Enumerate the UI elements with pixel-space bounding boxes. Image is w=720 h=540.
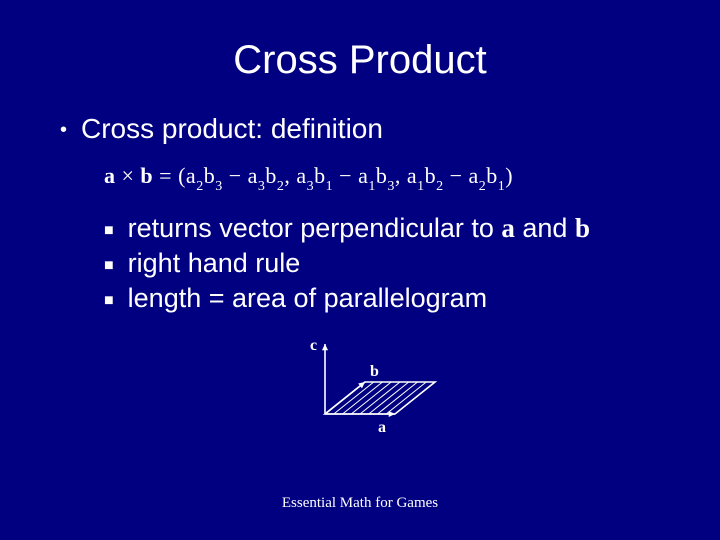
f-t3bs: 1 [326,179,334,194]
bullet-dot-icon: • [60,120,67,140]
svg-text:b: b [370,363,379,380]
f-t4b: b [376,163,388,188]
diagram-container: c b a [60,332,680,447]
f-m2: − [333,163,358,188]
f-m3: − [444,163,469,188]
f-t5bs: 2 [436,179,444,194]
f-t4as: 1 [368,179,376,194]
formula-times: × [116,163,141,188]
svg-text:c: c [310,337,317,354]
slide-title: Cross Product [0,0,720,113]
bullet-square-icon: ■ [104,292,114,310]
f-t6b: b [486,163,498,188]
f-t6bs: 1 [498,179,506,194]
cross-product-formula: a × b = (a2b3 − a3b2, a3b1 − a1b3, a1b2 … [104,163,680,193]
bullet-square-icon: ■ [104,257,114,275]
bullet-square-icon: ■ [104,222,114,240]
slide-content: • Cross product: definition a × b = (a2b… [0,113,720,447]
formula-close: ) [505,163,513,188]
f-t5b: b [425,163,437,188]
sub-bullet-2-text: right hand rule [128,248,301,279]
f-t3a: a [296,163,306,188]
f-t3b: b [314,163,326,188]
f-t3as: 3 [307,179,315,194]
f-c1: , [284,163,296,188]
sub-bullet-1-text: returns vector perpendicular to a and b [128,213,590,244]
f-t2b: b [265,163,277,188]
f-t6as: 2 [479,179,487,194]
slide-footer: Essential Math for Games [0,495,720,512]
sb1-mid: and [515,213,575,243]
f-t5as: 1 [417,179,425,194]
f-t2bs: 2 [277,179,285,194]
f-t5a: a [407,163,417,188]
sub-bullet-3-text: length = area of parallelogram [128,283,487,314]
sub-bullet-1: ■ returns vector perpendicular to a and … [104,213,680,244]
f-t1b: b [204,163,216,188]
bullet-main: • Cross product: definition [60,113,680,145]
f-t2as: 3 [258,179,266,194]
formula-b: b [140,163,153,188]
f-t1as: 2 [196,179,204,194]
sb1-a: a [501,213,515,243]
f-t4bs: 3 [387,179,395,194]
f-t6a: a [469,163,479,188]
svg-text:a: a [378,419,386,436]
formula-a: a [104,163,116,188]
f-m1: − [223,163,248,188]
f-c2: , [395,163,407,188]
sub-bullet-2: ■ right hand rule [104,248,680,279]
f-t4a: a [358,163,368,188]
f-t2a: a [248,163,258,188]
sb1-pre: returns vector perpendicular to [128,213,502,243]
cross-product-diagram: c b a [280,332,460,442]
f-t1a: a [186,163,196,188]
sb1-b: b [575,213,590,243]
f-t1bs: 3 [215,179,223,194]
formula-open: ( [178,163,186,188]
formula-eq: = [153,163,178,188]
bullet-main-text: Cross product: definition [81,113,383,145]
sub-bullet-3: ■ length = area of parallelogram [104,283,680,314]
